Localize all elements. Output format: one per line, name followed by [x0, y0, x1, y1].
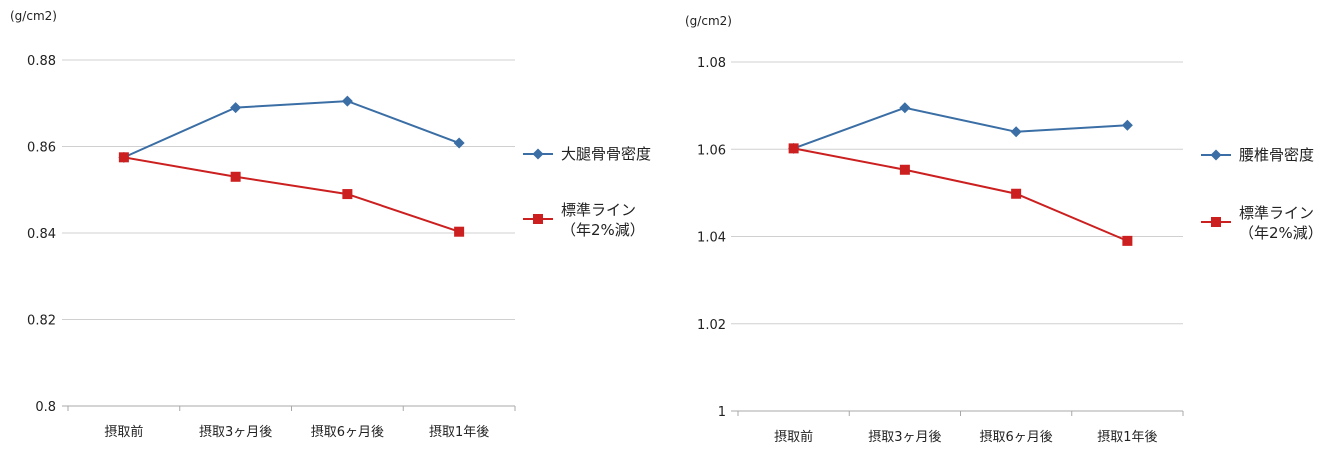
legend-square-icon — [533, 214, 543, 224]
data-point-diamond — [1121, 119, 1133, 131]
legend-diamond-icon — [532, 148, 544, 160]
y-tick-label: 0.8 — [35, 400, 56, 415]
x-tick-label: 摂取6ヶ月後 — [311, 424, 384, 440]
legend-diamond-icon — [1210, 149, 1222, 161]
y-tick-label: 1 — [718, 405, 726, 420]
x-tick-label: 摂取前 — [774, 429, 813, 445]
data-point-square — [230, 171, 241, 182]
x-tick-label: 摂取1年後 — [429, 424, 489, 440]
y-tick-label: 0.84 — [27, 227, 56, 242]
legend-square-icon — [1211, 217, 1221, 227]
y-axis-unit-label: (g/cm2) — [10, 9, 57, 23]
x-tick-label: 摂取1年後 — [1097, 429, 1157, 445]
data-point-square — [454, 226, 465, 237]
data-point-square — [342, 189, 353, 200]
y-tick-label: 1.04 — [697, 231, 726, 246]
series-line-2 — [123, 156, 460, 233]
data-point-square — [1122, 235, 1133, 246]
x-tick-label: 摂取6ヶ月後 — [979, 429, 1052, 445]
y-tick-label: 0.88 — [27, 54, 56, 69]
data-point-square — [1011, 188, 1022, 199]
data-point-square — [899, 164, 910, 175]
data-point-diamond — [899, 102, 911, 114]
x-tick-label: 摂取3ヶ月後 — [868, 429, 941, 445]
series-line-1 — [123, 100, 460, 159]
legend-label: 大腿骨骨密度 — [561, 145, 651, 163]
legend-label-line: （年2%減） — [1239, 224, 1323, 242]
legend-label: 腰椎骨密度 — [1239, 146, 1314, 164]
data-point-square — [788, 143, 799, 154]
legend-label-line: （年2%減） — [561, 221, 645, 239]
data-point-diamond — [453, 137, 465, 149]
chart-2: (g/cm2) 1 1.02 1.04 1.06 1.08 摂取前 摂取3ヶ月後 摂取6ヶ月後 摂… — [685, 14, 1323, 445]
data-point-diamond — [341, 95, 353, 107]
chart-1: (g/cm2) 0.8 0.82 0.84 0.86 0.88 摂取前 摂取3ヶ月後 摂取6ヶ月… — [10, 9, 651, 440]
x-tick-label: 摂取前 — [104, 424, 143, 440]
data-point-diamond — [230, 102, 242, 114]
x-tick-label: 摂取3ヶ月後 — [199, 424, 272, 440]
y-tick-label: 1.02 — [697, 318, 726, 333]
series-line-1 — [793, 106, 1128, 150]
series-line-2 — [793, 147, 1128, 242]
y-axis-unit-label: (g/cm2) — [685, 14, 732, 28]
y-tick-label: 0.86 — [27, 141, 56, 156]
data-point-square — [118, 152, 129, 163]
y-tick-label: 0.82 — [27, 314, 56, 329]
legend-label-line: 標準ライン — [561, 201, 636, 219]
legend-label-line: 標準ライン — [1239, 204, 1314, 222]
data-point-diamond — [1010, 126, 1022, 138]
y-tick-label: 1.08 — [697, 56, 726, 71]
y-tick-label: 1.06 — [697, 143, 726, 158]
